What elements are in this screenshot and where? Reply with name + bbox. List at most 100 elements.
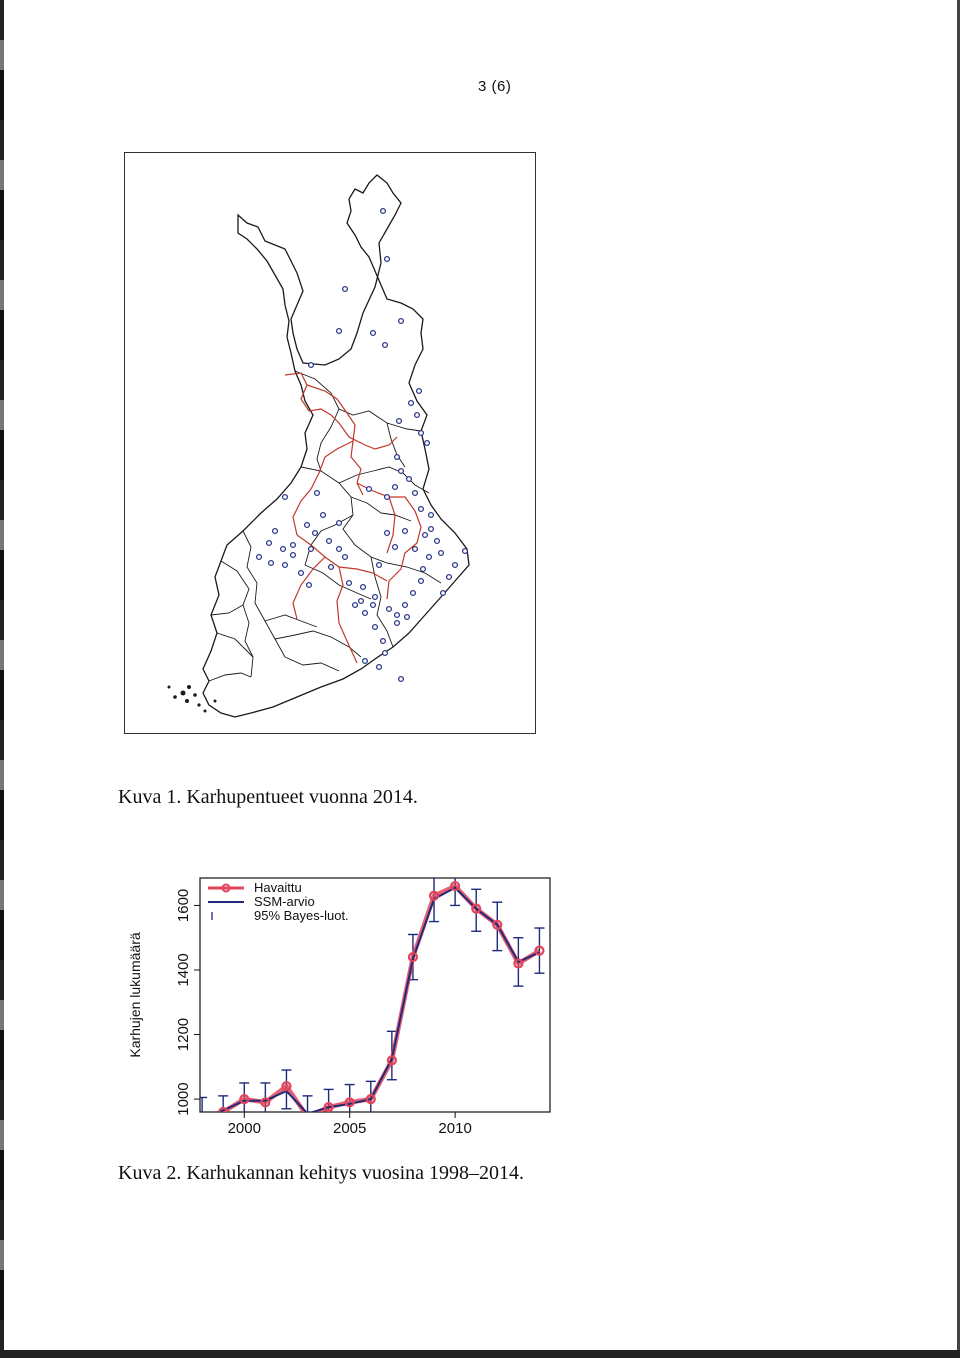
litter-point	[289, 551, 297, 559]
litter-point	[445, 573, 453, 581]
region-borders	[284, 372, 422, 664]
finland-map-figure	[124, 152, 536, 734]
litter-point	[385, 605, 393, 613]
data-point-havaittu	[365, 1093, 376, 1105]
country-outline	[202, 174, 470, 718]
litter-point	[397, 317, 405, 325]
data-point-havaittu	[471, 903, 482, 914]
scan-edge-bottom	[0, 1350, 960, 1358]
figure-1-caption: Kuva 1. Karhupentueet vuonna 2014.	[118, 786, 418, 808]
page-number: 3 (6)	[478, 78, 512, 95]
litter-point	[419, 565, 427, 573]
litter-point	[421, 531, 429, 539]
litter-point	[427, 525, 435, 533]
data-point-havaittu	[218, 1106, 229, 1112]
data-point-havaittu	[344, 1097, 355, 1108]
scan-edge-right	[957, 0, 960, 1358]
litter-point	[361, 609, 369, 617]
y-tick-label: 1000	[175, 1082, 192, 1115]
litter-point	[401, 601, 409, 609]
litter-point	[345, 579, 353, 587]
litter-point	[393, 453, 401, 461]
litter-point	[359, 583, 367, 591]
y-tick-label: 1600	[175, 889, 192, 922]
data-point-havaittu	[281, 1081, 292, 1092]
litter-point	[307, 545, 315, 553]
litter-point	[427, 511, 435, 519]
litter-point	[361, 657, 369, 665]
litter-point	[439, 589, 447, 597]
litter-point	[255, 553, 263, 561]
litter-point	[383, 529, 391, 537]
legend-label: SSM-arvio	[254, 894, 315, 909]
litter-point	[397, 467, 405, 475]
litter-point	[391, 483, 399, 491]
data-point-havaittu	[386, 1055, 397, 1066]
litter-point	[289, 541, 297, 549]
litter-point	[415, 387, 423, 395]
data-point-havaittu	[428, 890, 440, 901]
litter-point	[375, 561, 383, 569]
litter-point	[461, 547, 469, 555]
ci-bar	[534, 927, 545, 974]
litter-point	[383, 255, 391, 263]
litter-point	[381, 649, 389, 657]
litter-point	[405, 475, 413, 483]
scan-edge-left	[0, 0, 4, 1358]
data-point-havaittu	[323, 1102, 334, 1112]
legend-marker-havaittu	[221, 883, 231, 893]
litter-point	[341, 553, 349, 561]
litter-point	[451, 561, 459, 569]
legend-label: Havaittu	[254, 880, 302, 895]
litter-point	[379, 207, 387, 215]
litter-point	[433, 537, 441, 545]
litter-point	[365, 485, 373, 493]
ci-bar	[200, 1096, 208, 1112]
litter-point	[393, 619, 401, 627]
data-point-havaittu	[450, 880, 461, 892]
litter-point	[403, 613, 411, 621]
litter-point	[265, 539, 273, 547]
x-tick-label: 2005	[333, 1120, 366, 1137]
y-tick-label: 1200	[175, 1018, 192, 1051]
litter-point	[409, 589, 417, 597]
x-tick-label: 2000	[228, 1120, 261, 1137]
litter-point	[379, 637, 387, 645]
district-borders	[208, 370, 442, 682]
legend-label: 95% Bayes-luot.	[254, 908, 349, 923]
y-axis-label: Karhujen lukumäärä	[127, 932, 143, 1058]
litter-point	[341, 285, 349, 293]
litter-point	[369, 601, 377, 609]
litter-point	[335, 519, 343, 527]
litter-point	[371, 593, 379, 601]
data-point-havaittu	[305, 1111, 310, 1112]
figure-2-caption: Kuva 2. Karhukannan kehitys vuosina 1998…	[118, 1162, 525, 1184]
litter-point	[401, 527, 409, 535]
litter-point	[271, 527, 279, 535]
litter-point	[391, 543, 399, 551]
litter-point	[281, 493, 289, 501]
finland-map	[167, 174, 470, 718]
litter-point	[393, 611, 401, 619]
litter-point	[417, 577, 425, 585]
bear-population-chart: 1000 1200 1400 1600 2000 2005 2010 Karhujen luk…	[110, 860, 570, 1150]
litter-point	[375, 663, 383, 671]
litter-point	[381, 341, 389, 349]
litter-point	[417, 429, 425, 437]
data-point-havaittu	[534, 945, 545, 956]
litter-point	[417, 505, 425, 513]
litter-point	[357, 597, 365, 605]
plot-area	[199, 877, 551, 1113]
litter-point	[335, 545, 343, 553]
litter-point	[313, 489, 321, 497]
litter-point	[351, 601, 359, 609]
litter-point	[305, 581, 313, 589]
litter-point	[311, 529, 319, 537]
litter-point	[267, 559, 275, 567]
ci-bar	[302, 1095, 313, 1112]
litter-point	[297, 569, 305, 577]
bear-litter-points	[255, 207, 469, 683]
data-point-havaittu	[198, 1114, 206, 1122]
litter-point	[307, 361, 315, 369]
